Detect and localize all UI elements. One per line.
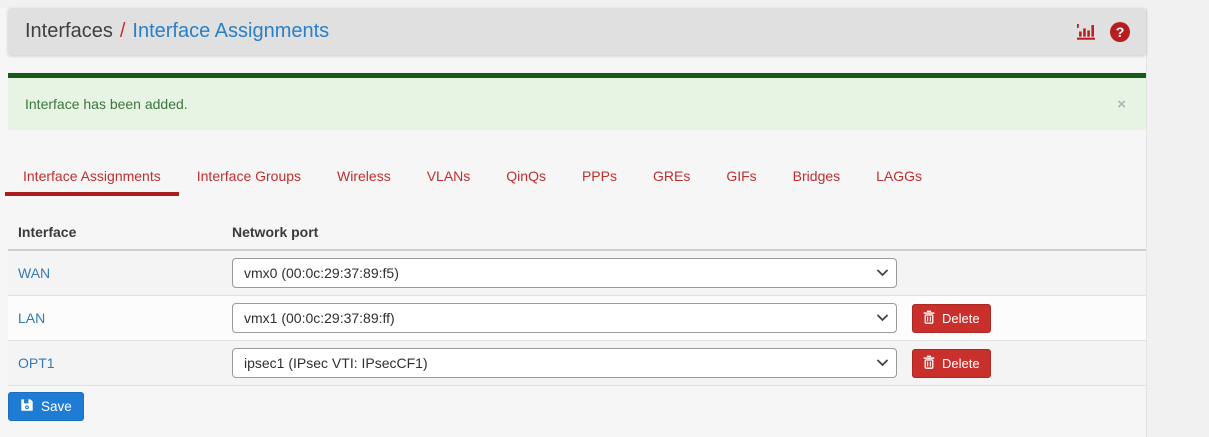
delete-button-label: Delete (942, 355, 980, 371)
alert-success: Interface has been added. × (8, 73, 1146, 130)
breadcrumb-section[interactable]: Interfaces (25, 20, 113, 42)
tab-gifs[interactable]: GIFs (726, 168, 757, 184)
tab-qinqs[interactable]: QinQs (506, 168, 546, 184)
column-header-action (905, 216, 1146, 251)
tab-wireless[interactable]: Wireless (337, 168, 391, 184)
tab-bridges[interactable]: Bridges (792, 168, 841, 184)
tab-laggs[interactable]: LAGGs (876, 168, 923, 184)
help-icon[interactable]: ? (1110, 21, 1130, 42)
network-port-select-wan[interactable]: vmx0 (00:0c:29:37:89:f5) (232, 258, 897, 288)
breadcrumb-trail: Interfaces / Interface Assignments (25, 20, 329, 43)
column-header-interface: Interface (8, 216, 232, 251)
alert-close-icon[interactable]: × (1117, 95, 1126, 113)
tab-ppps[interactable]: PPPs (581, 168, 617, 184)
content-area: Interfaces / Interface Assignments ? Inter… (0, 8, 1147, 437)
save-icon (20, 398, 34, 415)
delete-button-lan[interactable]: Delete (912, 303, 991, 333)
interface-link-lan[interactable]: LAN (18, 310, 46, 326)
save-button[interactable]: Save (8, 392, 84, 421)
tab-gres[interactable]: GREs (652, 168, 691, 184)
alert-message: Interface has been added. (25, 96, 188, 112)
breadcrumb-separator: / (119, 20, 126, 42)
table-row-wan: WAN vmx0 (00:0c:29:37:89:f5) (8, 250, 1146, 296)
header-icons: ? (1075, 21, 1130, 42)
interface-assignments-table: Interface Network port WAN vmx0 (00:0c:2… (8, 216, 1146, 386)
save-button-label: Save (41, 399, 72, 414)
trash-icon (923, 355, 935, 372)
network-port-select-lan[interactable]: vmx1 (00:0c:29:37:89:ff) (232, 303, 897, 333)
delete-button-opt1[interactable]: Delete (912, 348, 991, 378)
table-row-opt1: OPT1 ipsec1 (IPsec VTI: IPsecCF1) (8, 340, 1146, 386)
tab-bar: Interface Assignments Interface Groups W… (5, 158, 1146, 196)
trash-icon (923, 310, 935, 327)
tab-interface-assignments[interactable]: Interface Assignments (5, 158, 179, 196)
interface-link-opt1[interactable]: OPT1 (18, 355, 55, 371)
delete-button-label: Delete (942, 310, 980, 326)
column-header-network-port: Network port (232, 216, 905, 251)
interface-link-wan[interactable]: WAN (18, 265, 51, 281)
breadcrumb: Interfaces / Interface Assignments ? (8, 8, 1146, 55)
table-row-lan: LAN vmx1 (00:0c:29:37:89:ff) (8, 295, 1146, 341)
tab-vlans[interactable]: VLANs (426, 168, 471, 184)
breadcrumb-page-link[interactable]: Interface Assignments (132, 20, 330, 42)
network-port-select-opt1[interactable]: ipsec1 (IPsec VTI: IPsecCF1) (232, 348, 897, 378)
tab-interface-groups[interactable]: Interface Groups (196, 168, 302, 184)
bar-chart-icon[interactable] (1075, 23, 1097, 41)
